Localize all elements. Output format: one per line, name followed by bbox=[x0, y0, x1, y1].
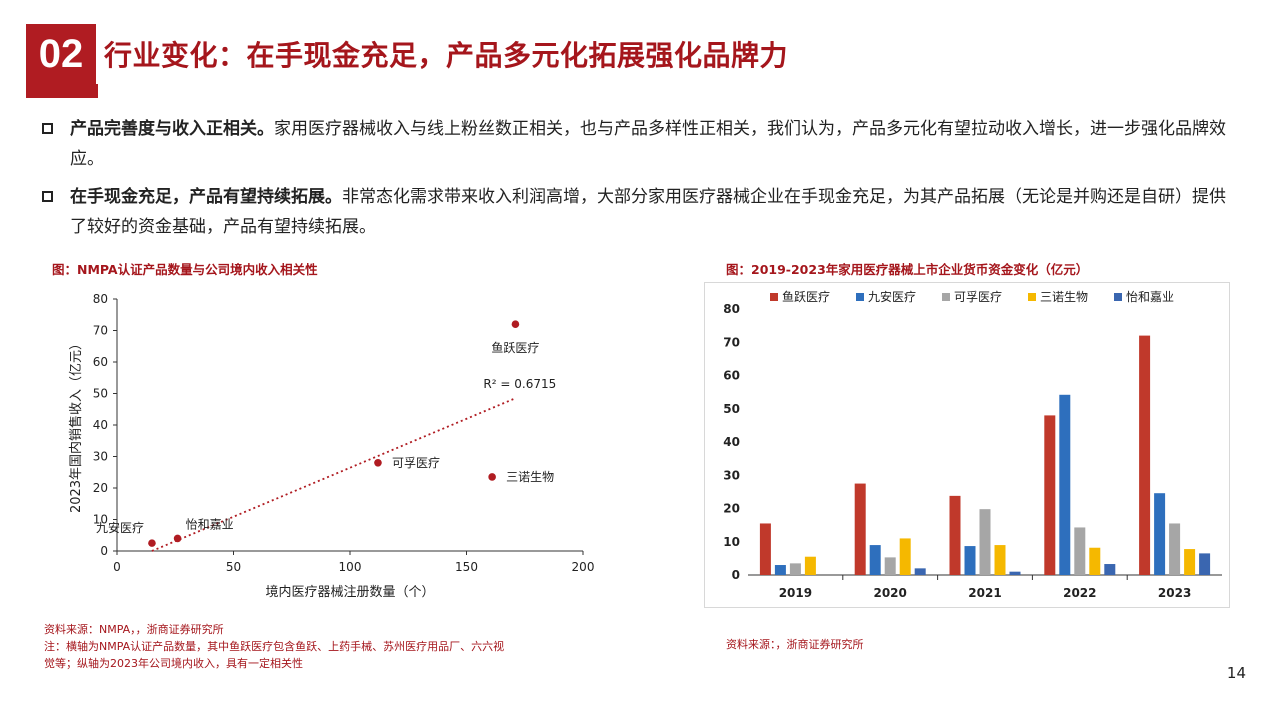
bar-九安医疗 bbox=[1154, 493, 1166, 575]
y-tick-label: 50 bbox=[93, 387, 108, 401]
legend-swatch bbox=[856, 293, 864, 301]
scatter-point-label: 九安医疗 bbox=[96, 520, 144, 535]
scatter-point bbox=[488, 473, 496, 481]
bar-鱼跃医疗 bbox=[1139, 335, 1151, 575]
bar-可孚医疗 bbox=[1169, 523, 1181, 575]
scatter-point bbox=[374, 459, 382, 467]
x-tick-label: 2021 bbox=[968, 586, 1001, 600]
y-tick-label: 20 bbox=[93, 481, 108, 495]
bullet-2: 在手现金充足，产品有望持续拓展。非常态化需求带来收入利润高增，大部分家用医疗器械… bbox=[40, 182, 1230, 242]
bar-三诺生物 bbox=[1184, 549, 1196, 575]
bar-怡和嘉业 bbox=[1009, 571, 1021, 575]
y-tick-label: 70 bbox=[93, 324, 108, 338]
scatter-point bbox=[511, 320, 520, 328]
trendline bbox=[151, 397, 516, 552]
scatter-chart: 0 10 20 30 40 50 60 70 80 0 50 100 150 200 境内医疗器械注册数量（… bbox=[68, 292, 595, 600]
bar-九安医疗 bbox=[774, 565, 786, 575]
legend-swatch bbox=[1028, 293, 1036, 301]
scatter-point-label: 鱼跃医疗 bbox=[491, 341, 539, 355]
section-number: 02 bbox=[26, 24, 96, 84]
bar-鱼跃医疗 bbox=[854, 483, 866, 575]
bar-三诺生物 bbox=[994, 545, 1006, 575]
bar-怡和嘉业 bbox=[914, 568, 926, 575]
x-tick-label: 200 bbox=[572, 560, 595, 574]
y-tick-label: 50 bbox=[723, 402, 740, 416]
y-tick-label: 30 bbox=[93, 450, 108, 464]
y-tick-label: 40 bbox=[723, 435, 740, 449]
y-tick-label: 10 bbox=[93, 513, 108, 527]
bar-可孚医疗 bbox=[789, 563, 801, 575]
left-figure-caption: 图：NMPA认证产品数量与公司境内收入相关性 bbox=[52, 262, 318, 277]
bar-鱼跃医疗 bbox=[949, 495, 961, 575]
y-tick-label: 40 bbox=[93, 418, 108, 432]
trendline-r2-label: R² = 0.6715 bbox=[483, 377, 556, 391]
legend-label: 可孚医疗 bbox=[954, 290, 1002, 304]
legend-swatch bbox=[770, 293, 778, 301]
scatter-point-label: 三诺生物 bbox=[506, 470, 554, 484]
bar-chart: 0 10 20 30 40 50 60 70 80 2019 2020 2021 2022 2023 鱼跃医… bbox=[723, 289, 1222, 600]
title-accent-bar bbox=[26, 84, 98, 98]
x-tick-label: 100 bbox=[339, 560, 362, 574]
bullet-1: 产品完善度与收入正相关。家用医疗器械收入与线上粉丝数正相关，也与产品多样性正相关… bbox=[40, 114, 1230, 174]
x-tick-label: 2019 bbox=[779, 586, 812, 600]
bar-三诺生物 bbox=[804, 556, 816, 575]
scatter-point-label: 可孚医疗 bbox=[392, 456, 440, 470]
bullet-lead: 产品完善度与收入正相关。 bbox=[70, 119, 274, 139]
slide-title: 行业变化：在手现金充足，产品多元化拓展强化品牌力 bbox=[104, 39, 789, 72]
y-axis-title: 2023年国内销售收入（亿元） bbox=[68, 337, 84, 513]
right-figure-caption: 图：2019-2023年家用医疗器械上市企业货币资金变化（亿元） bbox=[726, 262, 1089, 277]
y-tick-label: 80 bbox=[723, 302, 740, 316]
y-tick-label: 20 bbox=[723, 502, 740, 516]
bar-九安医疗 bbox=[964, 546, 976, 575]
scatter-point-label: 怡和嘉业 bbox=[186, 517, 234, 531]
bar-可孚医疗 bbox=[884, 557, 896, 575]
bar-可孚医疗 bbox=[979, 509, 991, 575]
y-tick-label: 0 bbox=[100, 544, 108, 558]
bar-怡和嘉业 bbox=[1199, 553, 1211, 575]
y-tick-label: 60 bbox=[723, 369, 740, 383]
legend-swatch bbox=[942, 293, 950, 301]
left-source: 资料来源：NMPA，，浙商证券研究所 bbox=[44, 623, 224, 636]
bar-九安医疗 bbox=[869, 545, 881, 575]
bar-chart-frame bbox=[704, 282, 1230, 608]
bullet-lead: 在手现金充足，产品有望持续拓展。 bbox=[70, 187, 342, 207]
y-tick-label: 10 bbox=[723, 535, 740, 549]
bar-可孚医疗 bbox=[1074, 527, 1086, 575]
bar-九安医疗 bbox=[1059, 394, 1071, 575]
bar-怡和嘉业 bbox=[1104, 564, 1116, 575]
bar-三诺生物 bbox=[899, 538, 911, 575]
legend-swatch bbox=[1114, 293, 1122, 301]
x-tick-label: 2020 bbox=[873, 586, 906, 600]
y-tick-label: 60 bbox=[93, 355, 108, 369]
left-note-line1: 注：横轴为NMPA认证产品数量，其中鱼跃医疗包含鱼跃、上药手械、苏州医疗用品厂、… bbox=[44, 640, 505, 653]
y-tick-label: 30 bbox=[723, 468, 740, 482]
x-tick-label: 2022 bbox=[1063, 586, 1096, 600]
x-tick-label: 50 bbox=[226, 560, 241, 574]
bullet-text: 非常态化需求带来收入利润高增，大部分家用医疗器械企业在手现金充足，为其产品拓展（… bbox=[70, 187, 1226, 237]
bullet-text: 家用医疗器械收入与线上粉丝数正相关，也与产品多样性正相关，我们认为，产品多元化有… bbox=[70, 119, 1226, 169]
x-tick-label: 150 bbox=[455, 560, 478, 574]
y-tick-label: 80 bbox=[93, 292, 108, 306]
page-number: 14 bbox=[1226, 664, 1246, 682]
x-axis-title: 境内医疗器械注册数量（个） bbox=[265, 584, 434, 600]
y-tick-label: 70 bbox=[723, 335, 740, 349]
legend-label: 三诺生物 bbox=[1040, 290, 1088, 304]
right-source: 资料来源：，浙商证券研究所 bbox=[726, 638, 864, 651]
legend-label: 九安医疗 bbox=[868, 289, 916, 304]
legend-label: 鱼跃医疗 bbox=[782, 290, 830, 304]
square-bullet-icon bbox=[42, 191, 53, 202]
bar-三诺生物 bbox=[1089, 547, 1101, 575]
scatter-point bbox=[148, 539, 156, 547]
bar-鱼跃医疗 bbox=[1044, 415, 1056, 575]
square-bullet-icon bbox=[42, 123, 53, 134]
legend-label: 怡和嘉业 bbox=[1126, 290, 1174, 304]
x-tick-label: 2023 bbox=[1158, 586, 1191, 600]
y-tick-label: 0 bbox=[732, 568, 740, 582]
left-note-line2: 觉等；纵轴为2023年公司境内收入，具有一定相关性 bbox=[44, 657, 303, 670]
bar-鱼跃医疗 bbox=[759, 523, 771, 575]
x-tick-label: 0 bbox=[113, 560, 121, 574]
scatter-point bbox=[173, 534, 182, 543]
